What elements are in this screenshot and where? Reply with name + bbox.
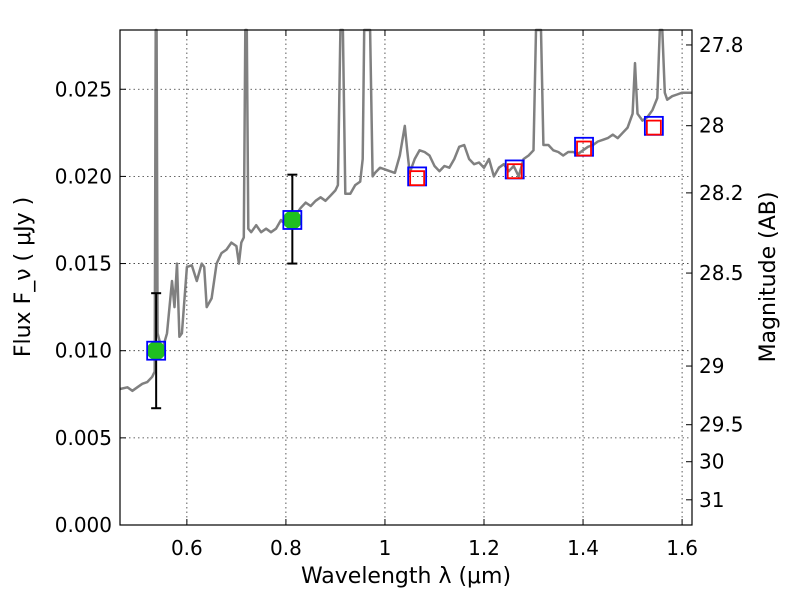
y-tick-label: 0.020 xyxy=(55,164,112,188)
grid xyxy=(120,30,692,525)
y-tick-label: 0.010 xyxy=(55,339,112,363)
x-tick-label: 1 xyxy=(379,536,392,560)
right-tick-label: 27.8 xyxy=(699,33,744,57)
y-tick-label: 0.000 xyxy=(55,513,112,537)
model-flux-square xyxy=(282,210,303,230)
x-axis-label: Wavelength λ (μm) xyxy=(301,564,511,589)
right-tick-label: 28.2 xyxy=(699,181,744,205)
y-axis-right: 27.8 28 28.2 28.5 29 29.5 30 31 xyxy=(686,33,744,512)
predicted-flux-square xyxy=(645,119,662,136)
y-tick-label: 0.025 xyxy=(55,77,112,101)
squares-layer xyxy=(146,115,664,361)
x-tick-label: 0.8 xyxy=(270,536,302,560)
y-tick-label: 0.005 xyxy=(55,426,112,450)
x-tick-label: 1.6 xyxy=(666,536,698,560)
x-axis: 0.6 0.8 1 1.2 1.4 1.6 xyxy=(171,30,698,560)
right-tick-label: 29.5 xyxy=(699,413,744,437)
y-axis-label: Flux F_ν ( μJy ) xyxy=(11,197,36,357)
predicted-flux-square xyxy=(506,163,523,180)
right-tick-label: 28.5 xyxy=(699,261,744,285)
observed-point xyxy=(282,210,302,230)
observed-point xyxy=(146,341,166,361)
y-tick-label: 0.015 xyxy=(55,252,112,276)
x-tick-label: 0.6 xyxy=(171,536,203,560)
predicted-flux-square xyxy=(576,140,592,157)
predicted-flux-square xyxy=(409,170,426,187)
right-tick-label: 31 xyxy=(699,488,724,512)
y-axis-left: 0.000 0.005 0.010 0.015 0.020 0.025 xyxy=(55,77,126,537)
right-tick-label: 29 xyxy=(699,354,724,378)
plot-frame xyxy=(119,29,693,526)
x-tick-label: 1.2 xyxy=(468,536,500,560)
x-tick-label: 1.4 xyxy=(567,536,599,560)
right-tick-label: 30 xyxy=(699,450,724,474)
right-tick-label: 28 xyxy=(699,114,724,138)
model-flux-square xyxy=(146,340,167,361)
y-axis-label-right: Magnitude (AB) xyxy=(756,192,781,363)
